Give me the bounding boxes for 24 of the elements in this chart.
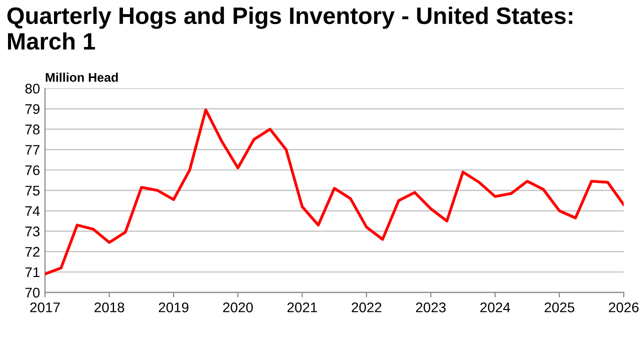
y-tick-label: 70 xyxy=(25,288,40,298)
x-tick-label: 2020 xyxy=(223,302,253,312)
x-tick-label: 2019 xyxy=(158,302,188,312)
x-tick-label: 2023 xyxy=(416,302,446,312)
y-tick-label: 78 xyxy=(25,124,40,134)
y-tick-label: 71 xyxy=(25,267,40,278)
y-tick-label: 76 xyxy=(25,165,40,176)
x-tick-label: 2024 xyxy=(480,302,510,312)
chart-title: Quarterly Hogs and Pigs Inventory - United States: March 1 xyxy=(7,6,572,50)
x-tick-label: 2025 xyxy=(544,302,574,312)
x-tick-label: 2021 xyxy=(287,302,317,312)
y-tick-label: 74 xyxy=(25,206,40,216)
y-tick-label: 73 xyxy=(25,226,40,236)
line-series xyxy=(45,108,624,276)
x-tick-label: 2022 xyxy=(352,302,382,312)
x-tick-label: 2017 xyxy=(30,302,60,312)
y-tick-label: 72 xyxy=(25,246,40,257)
x-tick-label: 2018 xyxy=(94,302,124,312)
y-tick-label: 80 xyxy=(25,84,40,94)
x-tick-label: 2026 xyxy=(608,302,639,312)
y-axis-title: Million Head xyxy=(46,72,118,82)
y-tick-label: 75 xyxy=(25,186,40,196)
y-tick-label: 77 xyxy=(25,145,40,155)
y-tick-label: 79 xyxy=(25,104,40,114)
